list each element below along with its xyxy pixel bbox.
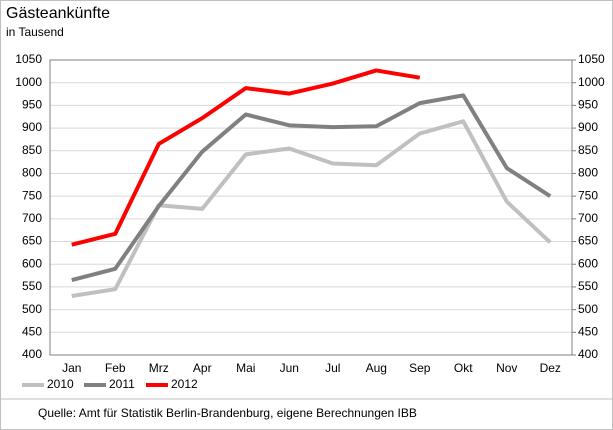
y2-tick-label: 700 xyxy=(578,211,598,225)
x-tick-label: Mrz xyxy=(149,361,169,375)
y2-tick-label: 900 xyxy=(578,120,598,134)
source: Quelle: Amt für Statistik Berlin-Branden… xyxy=(38,406,417,420)
x-tick-label: Feb xyxy=(105,361,126,375)
y-tick-label: 550 xyxy=(22,279,42,293)
y2-tick-label: 550 xyxy=(578,279,598,293)
series-line xyxy=(71,68,421,247)
y2-tick-label: 500 xyxy=(578,302,598,316)
y2-tick-label: 450 xyxy=(578,324,598,338)
x-tick-label: Jun xyxy=(280,361,299,375)
y2-tick-label: 650 xyxy=(578,234,598,248)
y-tick-label: 1000 xyxy=(15,75,42,89)
x-tick-label: Jan xyxy=(62,361,81,375)
y-tick-label: 700 xyxy=(22,211,42,225)
y2-tick-label: 400 xyxy=(578,347,598,361)
legend-label: 2011 xyxy=(109,377,135,391)
x-tick-label: Jul xyxy=(325,361,340,375)
y2-tick-label: 600 xyxy=(578,256,598,270)
series-line xyxy=(71,93,552,283)
x-tick-label: Dez xyxy=(540,361,561,375)
y-tick-label: 600 xyxy=(22,256,42,270)
y2-tick-label: 850 xyxy=(578,143,598,157)
x-tick-label: Mai xyxy=(236,361,255,375)
x-tick-label: Okt xyxy=(454,361,473,375)
y2-tick-label: 1050 xyxy=(578,52,605,66)
y-tick-label: 500 xyxy=(22,302,42,316)
y-tick-label: 900 xyxy=(22,120,42,134)
y2-tick-label: 750 xyxy=(578,188,598,202)
y-tick-label: 850 xyxy=(22,143,42,157)
y-tick-label: 950 xyxy=(22,98,42,112)
chart-title: Gästeankünfte xyxy=(6,5,110,22)
plot-area xyxy=(49,59,573,356)
y-tick-label: 650 xyxy=(22,234,42,248)
y-tick-label: 450 xyxy=(22,324,42,338)
x-tick-label: Apr xyxy=(193,361,212,375)
y-tick-label: 800 xyxy=(22,166,42,180)
y2-tick-label: 1000 xyxy=(578,75,605,89)
legend-label: 2010 xyxy=(47,377,74,391)
chart-subtitle: in Tausend xyxy=(6,25,64,39)
x-tick-label: Aug xyxy=(366,361,387,375)
y2-tick-label: 800 xyxy=(578,166,598,180)
y-tick-label: 400 xyxy=(22,347,42,361)
y-tick-label: 1050 xyxy=(15,52,42,66)
y-tick-label: 750 xyxy=(22,188,42,202)
x-tick-label: Nov xyxy=(496,361,517,375)
x-tick-label: Sep xyxy=(409,361,431,375)
y2-tick-label: 950 xyxy=(578,98,598,112)
legend-label: 2012 xyxy=(171,377,198,391)
